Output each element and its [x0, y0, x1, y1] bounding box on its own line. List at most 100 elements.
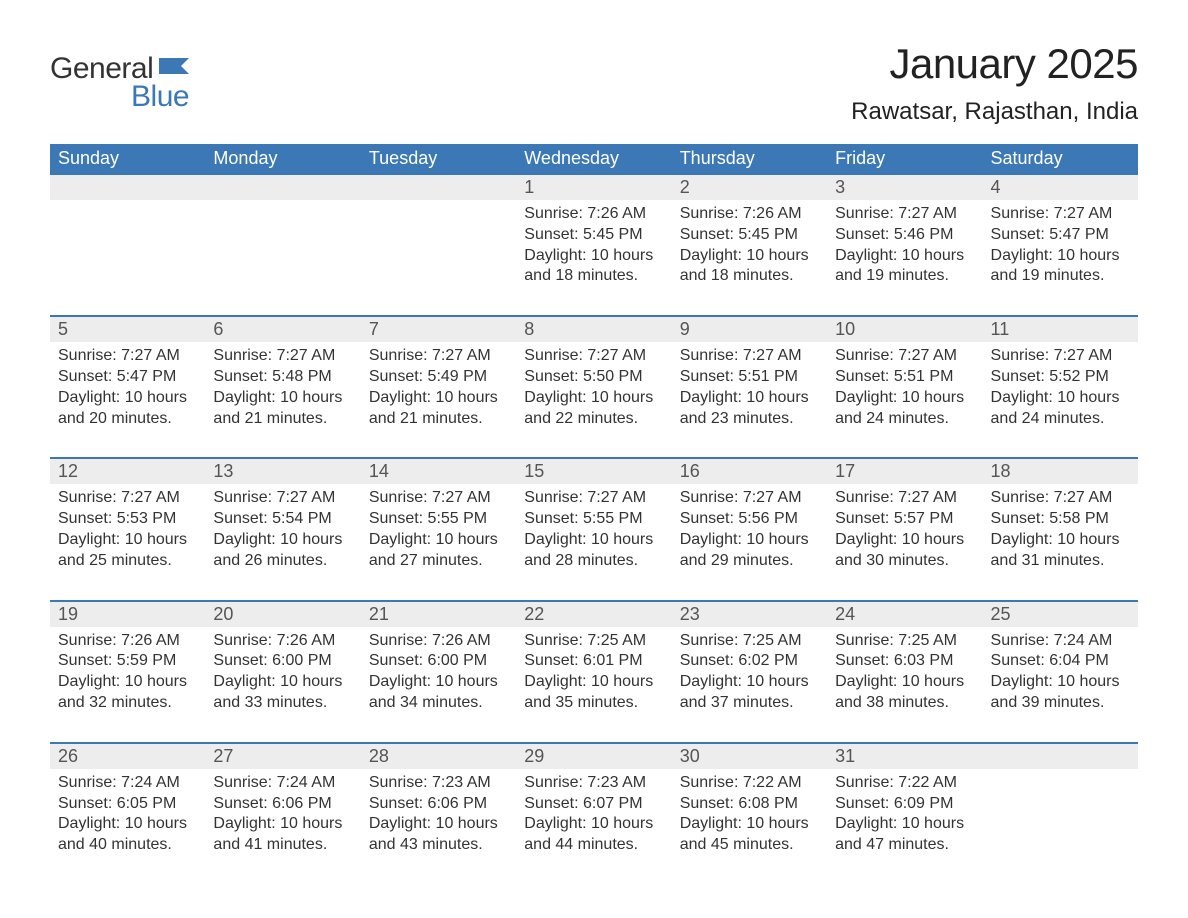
sunrise-text: Sunrise: 7:27 AM	[991, 204, 1130, 225]
sunrise-text: Sunrise: 7:23 AM	[369, 773, 508, 794]
sunrise-text: Sunrise: 7:27 AM	[835, 346, 974, 367]
logo: General Blue	[50, 50, 189, 112]
daylight-text: Daylight: 10 hours	[680, 530, 819, 551]
daylight-text: and 37 minutes.	[680, 693, 819, 714]
week-row: Sunrise: 7:27 AMSunset: 5:47 PMDaylight:…	[50, 342, 1138, 458]
weekday-header: Sunday	[50, 144, 205, 175]
day-number: 27	[213, 744, 352, 769]
sunset-text: Sunset: 5:51 PM	[680, 367, 819, 388]
day-cell: Sunrise: 7:22 AMSunset: 6:09 PMDaylight:…	[827, 769, 982, 884]
sunset-text: Sunset: 6:06 PM	[213, 794, 352, 815]
day-number-cell: 29	[516, 743, 671, 769]
day-number: 4	[991, 175, 1130, 200]
sunset-text: Sunset: 5:47 PM	[991, 225, 1130, 246]
daylight-text: Daylight: 10 hours	[369, 530, 508, 551]
sunset-text: Sunset: 5:49 PM	[369, 367, 508, 388]
daylight-text: Daylight: 10 hours	[213, 672, 352, 693]
day-number-cell: 19	[50, 601, 205, 627]
day-number-cell: 21	[361, 601, 516, 627]
daynum-row: 567891011	[50, 316, 1138, 342]
day-number-cell: 31	[827, 743, 982, 769]
empty-daynum	[361, 175, 516, 200]
daylight-text: and 35 minutes.	[524, 693, 663, 714]
day-number: 18	[991, 459, 1130, 484]
daylight-text: and 43 minutes.	[369, 835, 508, 856]
day-cell: Sunrise: 7:25 AMSunset: 6:01 PMDaylight:…	[516, 627, 671, 743]
sunrise-text: Sunrise: 7:27 AM	[835, 488, 974, 509]
sunrise-text: Sunrise: 7:27 AM	[991, 346, 1130, 367]
sunrise-text: Sunrise: 7:25 AM	[524, 631, 663, 652]
daylight-text: and 41 minutes.	[213, 835, 352, 856]
sunrise-text: Sunrise: 7:27 AM	[213, 488, 352, 509]
day-number-cell: 28	[361, 743, 516, 769]
sunrise-text: Sunrise: 7:27 AM	[369, 346, 508, 367]
sunset-text: Sunset: 5:45 PM	[524, 225, 663, 246]
day-number-cell: 15	[516, 458, 671, 484]
day-cell: Sunrise: 7:27 AMSunset: 5:54 PMDaylight:…	[205, 484, 360, 600]
day-number-cell: 12	[50, 458, 205, 484]
daylight-text: and 40 minutes.	[58, 835, 197, 856]
daylight-text: and 24 minutes.	[835, 409, 974, 430]
daylight-text: Daylight: 10 hours	[524, 388, 663, 409]
sunset-text: Sunset: 6:00 PM	[369, 651, 508, 672]
day-number: 26	[58, 744, 197, 769]
day-cell: Sunrise: 7:27 AMSunset: 5:48 PMDaylight:…	[205, 342, 360, 458]
daylight-text: Daylight: 10 hours	[991, 530, 1130, 551]
sunrise-text: Sunrise: 7:27 AM	[58, 488, 197, 509]
sunset-text: Sunset: 5:54 PM	[213, 509, 352, 530]
daylight-text: and 27 minutes.	[369, 551, 508, 572]
day-cell: Sunrise: 7:27 AMSunset: 5:50 PMDaylight:…	[516, 342, 671, 458]
sunrise-text: Sunrise: 7:26 AM	[680, 204, 819, 225]
daylight-text: and 24 minutes.	[991, 409, 1130, 430]
sunset-text: Sunset: 5:55 PM	[524, 509, 663, 530]
daynum-row: 1234	[50, 175, 1138, 200]
daylight-text: and 45 minutes.	[680, 835, 819, 856]
day-number: 21	[369, 602, 508, 627]
day-number: 1	[524, 175, 663, 200]
daynum-row: 26 27 28 29 30 31	[50, 743, 1138, 769]
day-cell: Sunrise: 7:23 AMSunset: 6:06 PMDaylight:…	[361, 769, 516, 884]
sunrise-text: Sunrise: 7:27 AM	[680, 346, 819, 367]
day-number: 24	[835, 602, 974, 627]
daylight-text: Daylight: 10 hours	[524, 530, 663, 551]
day-number: 13	[213, 459, 352, 484]
day-number: 29	[524, 744, 663, 769]
day-number-cell: 25	[983, 601, 1138, 627]
sunset-text: Sunset: 6:01 PM	[524, 651, 663, 672]
day-number: 28	[369, 744, 508, 769]
daylight-text: and 23 minutes.	[680, 409, 819, 430]
day-cell: Sunrise: 7:27 AMSunset: 5:53 PMDaylight:…	[50, 484, 205, 600]
sunset-text: Sunset: 6:04 PM	[991, 651, 1130, 672]
day-cell: Sunrise: 7:26 AMSunset: 5:45 PMDaylight:…	[516, 200, 671, 316]
daylight-text: Daylight: 10 hours	[369, 672, 508, 693]
sunset-text: Sunset: 5:55 PM	[369, 509, 508, 530]
day-number: 11	[991, 317, 1130, 342]
daylight-text: and 47 minutes.	[835, 835, 974, 856]
day-cell: Sunrise: 7:23 AMSunset: 6:07 PMDaylight:…	[516, 769, 671, 884]
day-number: 2	[680, 175, 819, 200]
empty-daynum	[983, 743, 1138, 769]
day-cell: Sunrise: 7:24 AMSunset: 6:06 PMDaylight:…	[205, 769, 360, 884]
weekday-header: Tuesday	[361, 144, 516, 175]
day-cell: Sunrise: 7:27 AMSunset: 5:57 PMDaylight:…	[827, 484, 982, 600]
day-number-cell: 30	[672, 743, 827, 769]
day-number: 16	[680, 459, 819, 484]
daylight-text: and 20 minutes.	[58, 409, 197, 430]
week-row: Sunrise: 7:27 AMSunset: 5:53 PMDaylight:…	[50, 484, 1138, 600]
day-number: 3	[835, 175, 974, 200]
daylight-text: Daylight: 10 hours	[835, 814, 974, 835]
weekday-header: Friday	[827, 144, 982, 175]
day-number: 31	[835, 744, 974, 769]
day-number-cell: 3	[827, 175, 982, 200]
day-cell: Sunrise: 7:27 AMSunset: 5:55 PMDaylight:…	[516, 484, 671, 600]
location: Rawatsar, Rajasthan, India	[851, 98, 1138, 126]
sunrise-text: Sunrise: 7:24 AM	[991, 631, 1130, 652]
daynum-row: 19202122232425	[50, 601, 1138, 627]
day-number-cell: 11	[983, 316, 1138, 342]
sunset-text: Sunset: 5:58 PM	[991, 509, 1130, 530]
sunset-text: Sunset: 5:57 PM	[835, 509, 974, 530]
sunset-text: Sunset: 6:08 PM	[680, 794, 819, 815]
sunrise-text: Sunrise: 7:25 AM	[835, 631, 974, 652]
sunset-text: Sunset: 5:46 PM	[835, 225, 974, 246]
daylight-text: Daylight: 10 hours	[680, 814, 819, 835]
